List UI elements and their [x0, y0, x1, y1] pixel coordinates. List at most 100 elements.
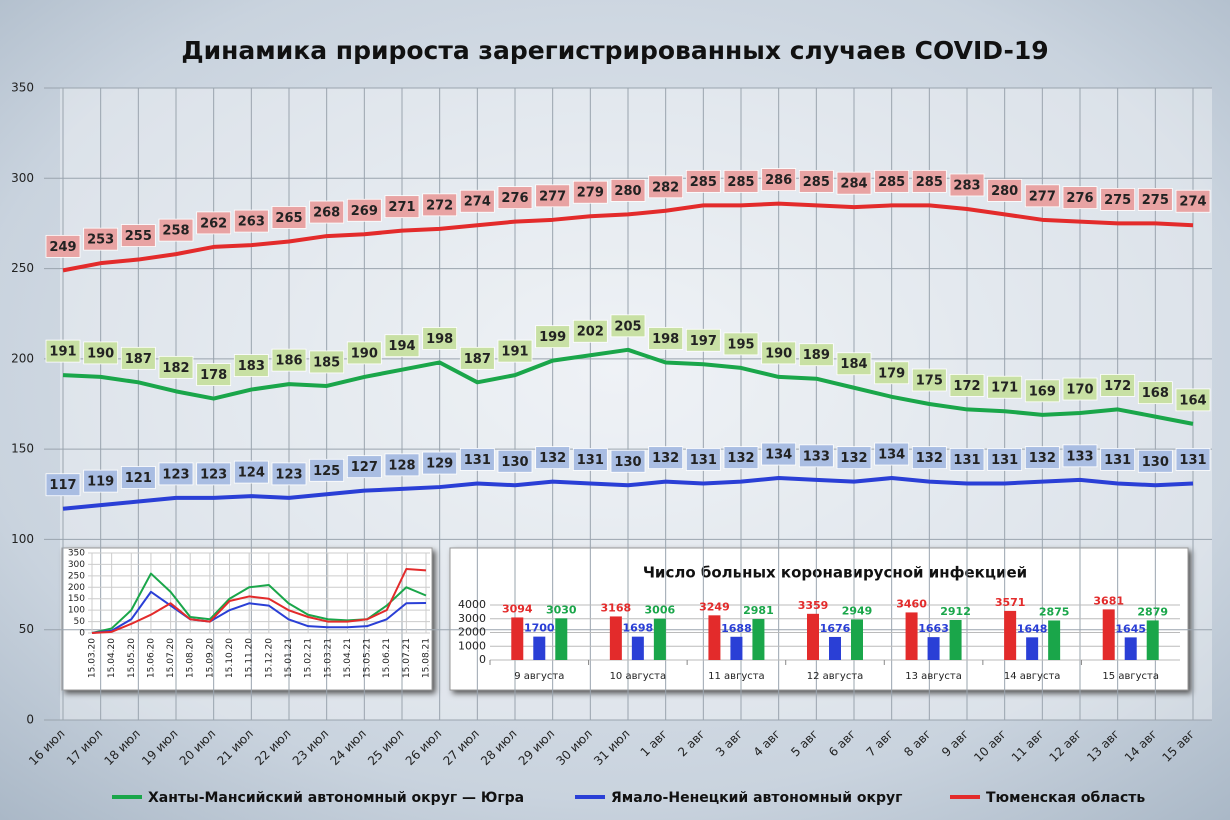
value-label-box [572, 319, 608, 343]
value-label: 131 [464, 453, 491, 468]
value-label-box [459, 346, 495, 370]
y-tick-label: 250 [11, 261, 34, 275]
value-label: 272 [426, 198, 453, 213]
value-label: 190 [765, 346, 792, 361]
value-label-box [422, 193, 458, 217]
series-line [62, 201, 1194, 273]
value-label: 191 [501, 345, 528, 360]
value-label-box [422, 327, 458, 350]
x-tick-label: 15.09.20 [205, 638, 215, 678]
value-label: 132 [1029, 451, 1056, 466]
bar [1102, 609, 1115, 660]
value-label: 182 [162, 361, 189, 376]
value-label: 3681 [1093, 594, 1124, 607]
value-label-box [346, 455, 382, 479]
value-label: 179 [878, 366, 905, 381]
value-label-box [384, 453, 420, 477]
value-label: 285 [690, 175, 717, 190]
value-label-box [422, 451, 458, 475]
value-label-box [648, 175, 684, 199]
bar [631, 636, 644, 660]
value-label-box [987, 448, 1023, 471]
bar [555, 618, 568, 660]
value-label-box [83, 227, 119, 251]
value-label: 1698 [623, 622, 654, 635]
value-label-box [83, 469, 119, 493]
value-label-box [798, 444, 834, 468]
value-label: 172 [953, 379, 980, 394]
value-label-box [346, 341, 382, 365]
value-label-box [309, 458, 345, 482]
value-label-box [1175, 388, 1211, 412]
value-label: 131 [690, 453, 717, 468]
value-label-box [761, 168, 797, 191]
x-tick-label: 15.12.20 [264, 638, 274, 678]
value-label-box [836, 446, 872, 470]
bar [1124, 637, 1137, 660]
value-label-box [949, 173, 985, 197]
y-tick-label: 50 [19, 622, 34, 636]
value-label: 275 [1104, 193, 1131, 208]
bar [829, 636, 841, 660]
value-label-box [120, 466, 156, 489]
y-tick-label: 300 [68, 560, 85, 570]
value-label: 3249 [699, 600, 730, 613]
value-label: 133 [1066, 449, 1093, 464]
bar [533, 636, 546, 660]
value-label: 285 [727, 175, 754, 190]
value-label-box [685, 448, 721, 471]
value-label: 280 [614, 184, 641, 199]
value-label-box [233, 209, 269, 233]
value-label: 205 [614, 319, 641, 334]
value-label: 168 [1142, 386, 1169, 401]
value-label-box [572, 180, 608, 204]
value-label-box [158, 462, 194, 486]
value-label: 253 [87, 233, 114, 248]
y-tick-label: 2000 [458, 626, 486, 639]
value-label: 2949 [842, 604, 873, 617]
value-label-box [497, 339, 533, 363]
value-label-box [761, 442, 797, 466]
value-label-box [836, 352, 872, 376]
value-label-box [309, 350, 345, 374]
value-label: 285 [803, 175, 830, 190]
value-label: 184 [840, 357, 867, 372]
value-label-box [911, 169, 947, 193]
value-label: 265 [275, 211, 302, 226]
y-tick-label: 200 [11, 351, 34, 365]
value-label: 132 [652, 451, 679, 466]
x-tick-label: 12 августа [807, 671, 864, 682]
value-label: 131 [991, 453, 1018, 468]
value-label-box [610, 178, 646, 202]
value-label-box [1137, 381, 1173, 405]
value-label-box [723, 446, 759, 470]
value-label: 172 [1104, 379, 1131, 394]
x-tick-label: 15.03.21 [323, 638, 333, 678]
value-label-box [459, 448, 495, 471]
value-label-box [1024, 446, 1060, 470]
value-label-box [1137, 449, 1173, 473]
value-label-box [196, 363, 232, 386]
y-tick-label: 350 [68, 549, 85, 559]
value-label: 274 [464, 195, 491, 210]
value-label-box [648, 327, 684, 350]
value-label: 271 [388, 200, 415, 215]
value-label-box [120, 346, 156, 370]
value-label-box [911, 446, 947, 470]
value-label: 3359 [798, 599, 829, 612]
inset-title: Число больных коронавирусной инфекцией [643, 564, 1027, 582]
value-label-box [572, 448, 608, 471]
value-label-box [459, 189, 495, 213]
value-label: 169 [1029, 384, 1056, 399]
y-tick-label: 0 [479, 653, 486, 666]
value-label: 276 [1066, 191, 1093, 206]
value-label: 1645 [1115, 622, 1146, 635]
value-label: 183 [238, 359, 265, 374]
value-label-box [1100, 448, 1136, 471]
value-label: 123 [200, 467, 227, 482]
value-label-box [648, 446, 684, 470]
value-label-box [1137, 188, 1173, 211]
legend-label: Ханты-Мансийский автономный округ — Югра [148, 790, 524, 806]
value-label-box [949, 374, 985, 397]
value-label-box [874, 442, 910, 466]
